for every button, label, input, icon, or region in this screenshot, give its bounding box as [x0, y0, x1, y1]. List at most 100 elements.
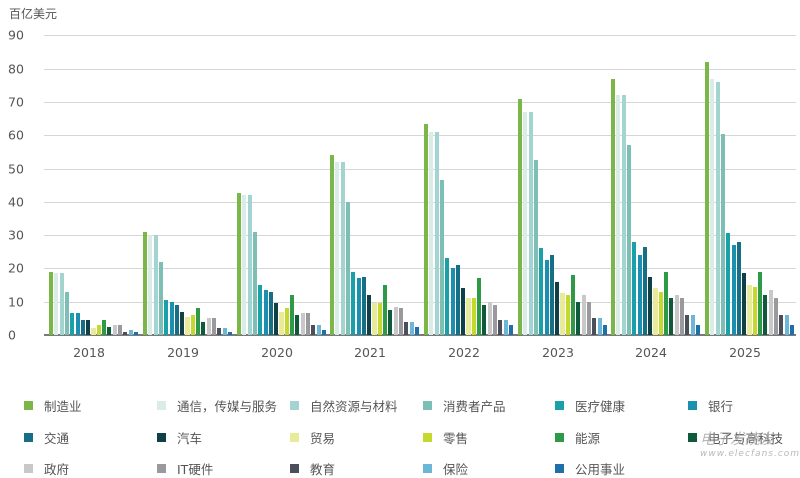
y-tick-label: 80	[8, 61, 24, 77]
bar	[196, 308, 201, 335]
bar	[648, 276, 653, 335]
bar	[710, 78, 715, 335]
bar	[351, 271, 356, 335]
bar	[211, 318, 217, 335]
bar	[720, 133, 726, 335]
bar	[523, 111, 528, 335]
bar	[414, 326, 419, 335]
y-tick-label: 20	[8, 260, 24, 276]
gridline	[44, 235, 796, 237]
bar	[252, 231, 258, 335]
bar	[768, 290, 773, 335]
bar	[747, 285, 752, 335]
bar	[498, 320, 503, 335]
x-tick-label: 2025	[729, 345, 761, 360]
bar	[107, 326, 112, 335]
bar	[533, 160, 539, 335]
bar	[466, 298, 471, 335]
y-tick-label: 50	[8, 161, 24, 176]
bar	[450, 268, 455, 335]
watermark: 电子发烧友 www.elecfans.com	[700, 428, 800, 459]
bar	[70, 313, 75, 335]
bar	[148, 235, 153, 335]
legend-item: 自然资源与材料	[290, 396, 398, 415]
bar	[237, 193, 242, 335]
legend-item: 公用事业	[555, 459, 625, 478]
bar	[560, 293, 565, 335]
bar	[158, 261, 164, 335]
gridline	[44, 168, 796, 170]
legend-label: 消费者产品	[443, 399, 506, 414]
bar	[206, 318, 211, 335]
bar	[679, 298, 685, 335]
bar	[731, 245, 736, 335]
bar	[367, 295, 372, 335]
bar	[758, 271, 763, 335]
bar-chart: 百亿美元 0 10 20 30 40 50 60 70 80 90 2018 2019 2020 202…	[8, 7, 796, 360]
y-tick-label: 30	[8, 227, 24, 243]
x-tick-label: 2019	[167, 345, 199, 360]
bar	[64, 291, 70, 335]
bar	[117, 325, 123, 335]
bar	[133, 331, 138, 335]
gridline	[44, 201, 796, 203]
bar	[217, 328, 222, 335]
bar	[434, 131, 439, 335]
legend-item: 交通	[24, 428, 69, 447]
bar	[174, 305, 179, 335]
legend-item: 保险	[423, 459, 468, 478]
bar	[143, 231, 148, 335]
bar	[340, 161, 345, 335]
gridline	[44, 135, 796, 137]
bar	[258, 285, 263, 335]
bar	[247, 195, 252, 335]
bar	[571, 275, 576, 335]
legend-swatch-icon	[157, 433, 166, 442]
bar	[611, 78, 616, 335]
bar	[263, 290, 268, 335]
legend-swatch-icon	[688, 433, 697, 442]
bar	[565, 295, 570, 335]
bar	[388, 310, 393, 335]
bar	[86, 320, 91, 335]
bar	[49, 271, 54, 335]
y-tick-label: 0	[8, 327, 16, 343]
bar	[409, 321, 414, 335]
bar	[398, 308, 404, 335]
bar	[637, 255, 642, 335]
bar	[773, 298, 779, 335]
bar	[316, 325, 321, 335]
legend-swatch-icon	[24, 433, 33, 442]
bar	[377, 303, 382, 335]
y-tick-label: 10	[8, 294, 24, 310]
bar	[429, 131, 434, 335]
bar	[669, 298, 674, 335]
bar	[274, 303, 279, 335]
bar	[726, 233, 731, 335]
bar	[518, 98, 523, 335]
legend-swatch-icon	[423, 433, 432, 442]
bar	[616, 95, 621, 335]
bar	[455, 265, 460, 335]
y-axis-label: 百亿美元	[9, 7, 58, 21]
x-tick-label: 2020	[261, 345, 293, 360]
bar	[715, 81, 720, 335]
bar	[674, 295, 679, 335]
bar	[784, 315, 789, 335]
bar	[361, 276, 366, 335]
legend-label: 自然资源与材料	[310, 399, 398, 414]
legend-label: 贸易	[310, 431, 336, 446]
watermark-url: www.elecfans.com	[700, 449, 800, 459]
bar	[445, 258, 450, 335]
legend-item: 电子与高科技	[688, 428, 783, 447]
bar	[690, 315, 695, 335]
bar	[621, 95, 626, 335]
legend-label: 交通	[44, 431, 70, 446]
bar	[372, 303, 377, 335]
y-tick-label: 40	[8, 194, 24, 210]
x-tick-label: 2023	[542, 345, 574, 360]
bar	[685, 315, 690, 335]
bar	[300, 313, 305, 335]
bar	[597, 318, 602, 335]
bar	[242, 195, 247, 335]
